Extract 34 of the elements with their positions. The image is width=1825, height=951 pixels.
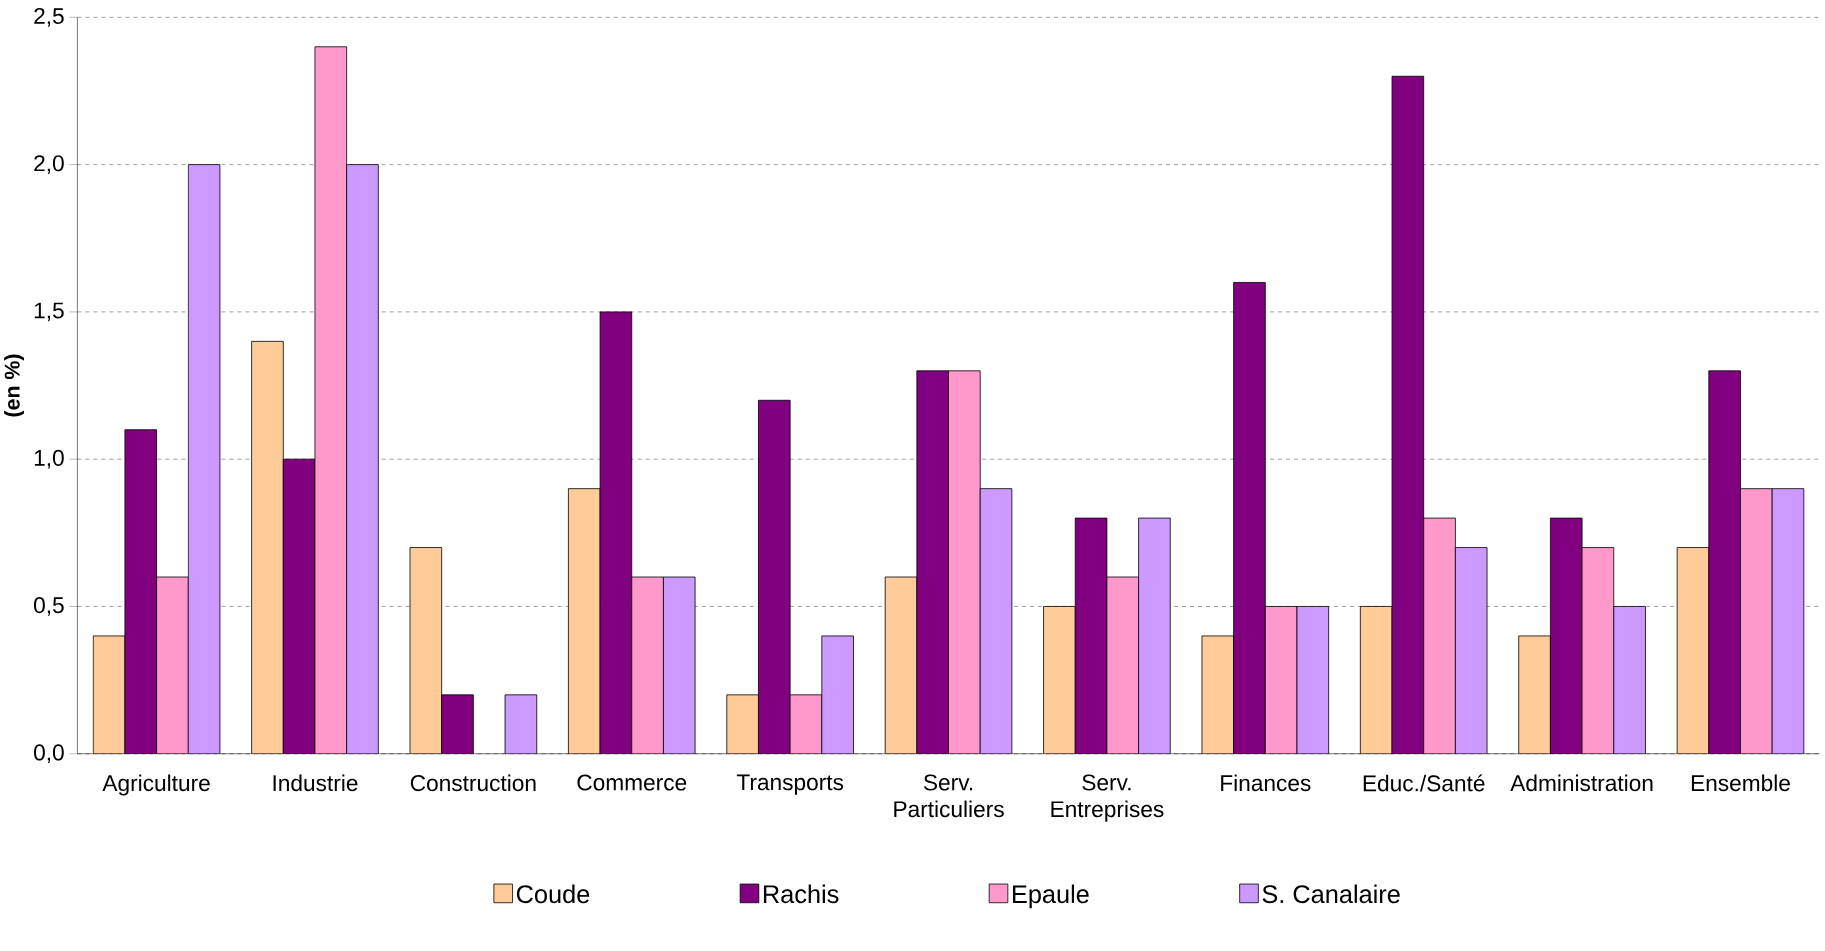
bar — [282, 458, 316, 754]
x-tick-label: Educ./Santé — [1363, 774, 1485, 792]
legend-label: S. Canalaire — [1262, 884, 1400, 904]
legend-label: Coude — [516, 884, 590, 904]
x-tick-label: Commerce — [577, 774, 687, 791]
bar — [758, 399, 791, 754]
bar — [504, 694, 538, 754]
bar — [599, 311, 633, 754]
x-tick-label: Administration — [1510, 774, 1653, 792]
bar — [1708, 370, 1741, 754]
y-tick-label: 1,5 — [34, 302, 64, 322]
bar — [124, 429, 157, 754]
bar — [1550, 517, 1583, 754]
x-tick-label: Ensemble — [1691, 774, 1790, 792]
x-tick-label: Serv. Entreprises — [1051, 774, 1164, 822]
y-tick-label: 0,0 — [34, 744, 64, 764]
x-tick-label: Serv. Particuliers — [894, 774, 1004, 818]
y-tick-label: 1,0 — [34, 449, 64, 469]
legend-label: Epaule — [1012, 884, 1089, 909]
y-tick-label: 0,5 — [34, 597, 64, 616]
x-tick-label: Construction — [410, 774, 536, 792]
y-tick-label: 2,5 — [34, 7, 64, 27]
y-tick-label: 2,0 — [34, 155, 64, 174]
bar — [1074, 517, 1108, 754]
legend-label: Rachis — [763, 884, 839, 904]
bar — [441, 694, 474, 754]
x-tick-label: Finances — [1221, 774, 1311, 792]
y-axis-title: (en %) — [4, 354, 24, 417]
bar — [1233, 281, 1266, 754]
x-tick-label: Transports — [736, 774, 844, 795]
bar — [1391, 75, 1425, 754]
x-tick-label: Industrie — [273, 774, 358, 792]
bar — [916, 370, 949, 754]
x-tick-label: Agriculture — [102, 774, 210, 796]
